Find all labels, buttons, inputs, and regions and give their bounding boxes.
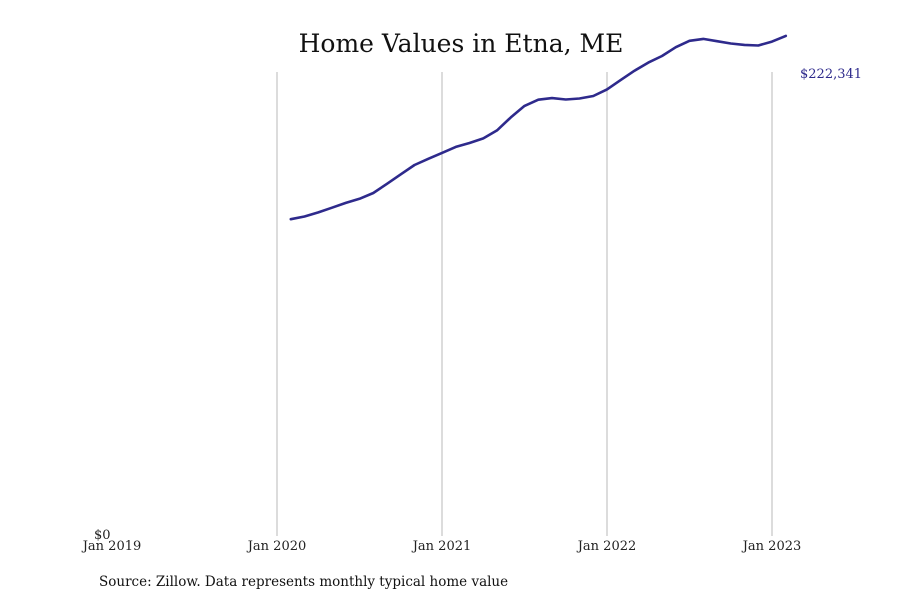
x-tick-label: Jan 2023: [741, 539, 802, 554]
end-value-label: $222,341: [800, 67, 862, 82]
x-tick-label: Jan 2021: [411, 539, 472, 554]
x-tick-label: Jan 2019: [81, 539, 142, 554]
x-tick-label: Jan 2020: [246, 539, 307, 554]
y-tick-label-zero: $0: [94, 528, 111, 543]
series-line-0: [289, 34, 788, 221]
source-note: Source: Zillow. Data represents monthly …: [99, 574, 508, 590]
x-tick-label: Jan 2022: [576, 539, 637, 554]
gridlines: [276, 72, 773, 536]
x-axis: Jan 2019 Jan 2020 Jan 2021 Jan 2022 Jan 2023: [81, 539, 802, 554]
plot-area: [289, 34, 788, 221]
chart-title: Home Values in Etna, ME: [299, 29, 624, 58]
